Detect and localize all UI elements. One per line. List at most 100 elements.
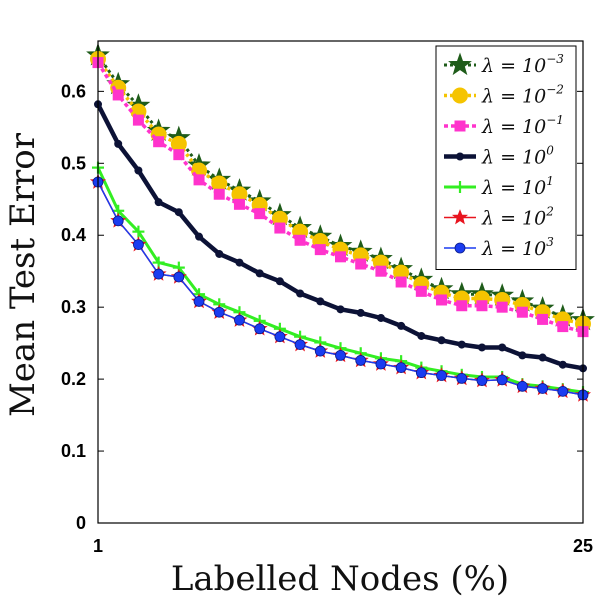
data-point: [376, 313, 385, 322]
data-point: [456, 300, 468, 312]
data-point: [255, 269, 264, 278]
data-point: [355, 258, 367, 270]
data-point: [211, 175, 228, 192]
x-tick-label: 1: [93, 536, 103, 556]
y-tick-label: 0.3: [61, 297, 86, 317]
data-point: [498, 343, 507, 352]
legend-label: λ = 103: [481, 235, 554, 260]
data-point: [437, 336, 446, 345]
data-point: [254, 323, 266, 335]
data-point: [314, 244, 326, 256]
legend-item: λ = 10−1: [444, 113, 564, 138]
data-point: [395, 276, 407, 288]
data-point: [436, 294, 448, 306]
data-point: [154, 198, 163, 207]
data-point: [153, 136, 165, 148]
legend-marker: [451, 209, 469, 225]
data-point: [274, 222, 286, 234]
legend-item: λ = 103: [444, 235, 554, 260]
data-point: [356, 308, 365, 317]
data-point: [476, 300, 488, 312]
data-point: [397, 321, 406, 330]
data-point: [114, 139, 123, 148]
data-point: [558, 360, 567, 369]
legend-marker: [452, 87, 468, 104]
data-point: [518, 351, 527, 360]
data-point: [456, 372, 468, 384]
plot-area: [86, 42, 595, 402]
data-point: [477, 343, 486, 352]
legend-label: λ = 101: [481, 174, 554, 199]
data-point: [133, 239, 144, 250]
data-point: [112, 215, 124, 227]
data-point: [112, 89, 124, 101]
data-point: [336, 305, 345, 314]
data-point: [316, 297, 325, 306]
data-point: [496, 374, 508, 386]
x-axis-title: Labelled Nodes (%): [171, 559, 509, 599]
data-point: [132, 114, 144, 126]
data-point: [335, 251, 346, 263]
y-tick-label: 0.1: [61, 441, 86, 461]
data-point: [436, 370, 447, 381]
data-point: [195, 232, 204, 241]
data-point: [537, 313, 549, 325]
data-point: [215, 249, 224, 258]
axes: 0 0.1 0.2 0.3 0.4 0.5 0.6 1 25: [61, 40, 593, 556]
data-point: [296, 289, 305, 298]
data-point: [294, 339, 306, 350]
legend-marker: [448, 52, 472, 76]
data-point: [415, 367, 427, 379]
legend-label: λ = 10−2: [481, 83, 564, 108]
data-point: [335, 349, 346, 361]
legend-item: λ = 10−2: [444, 83, 564, 108]
y-tick-label: 0.5: [61, 153, 86, 173]
data-point: [516, 380, 528, 392]
plot-frame: [97, 40, 584, 524]
data-point: [274, 331, 286, 343]
y-tick-label: 0: [76, 513, 86, 533]
data-point: [233, 198, 245, 210]
data-point: [476, 375, 488, 386]
data-point: [516, 306, 528, 318]
data-point: [170, 135, 187, 152]
data-point: [415, 285, 427, 297]
data-point: [235, 258, 244, 267]
legend-label: λ = 10−3: [481, 52, 564, 77]
data-point: [294, 234, 306, 246]
legend-label: λ = 102: [481, 205, 554, 230]
data-point: [537, 383, 548, 394]
data-point: [173, 271, 185, 283]
legend-marker: [454, 242, 466, 254]
data-point: [173, 149, 185, 161]
data-point: [314, 345, 326, 357]
data-point: [557, 321, 569, 333]
y-tick-label: 0.4: [61, 225, 86, 245]
legend-label: λ = 10−1: [481, 113, 564, 138]
data-point: [395, 362, 407, 374]
data-point: [538, 353, 547, 362]
series-3: [94, 100, 587, 373]
legend-item: λ = 100: [444, 144, 554, 169]
data-point: [254, 208, 266, 220]
data-point: [153, 268, 165, 280]
data-point: [355, 355, 367, 366]
data-point: [193, 296, 205, 307]
x-tick-label: 25: [573, 536, 593, 556]
legend-item: λ = 102: [444, 205, 554, 230]
data-point: [134, 166, 143, 175]
data-point: [174, 208, 183, 217]
data-point: [193, 174, 205, 186]
data-point: [213, 306, 225, 318]
series-6: [92, 176, 589, 401]
legend-label: λ = 100: [481, 144, 554, 169]
data-point: [496, 301, 508, 313]
legend: λ = 10−3 λ = 10−2 λ = 10−1 λ = 100 λ = 101 λ …: [435, 45, 577, 270]
legend-item: λ = 10−3: [444, 52, 564, 77]
y-tick-label: 0.2: [61, 369, 86, 389]
legend-marker: [454, 181, 466, 193]
data-point: [417, 331, 426, 340]
data-point: [275, 277, 284, 286]
legend-marker: [454, 120, 466, 132]
